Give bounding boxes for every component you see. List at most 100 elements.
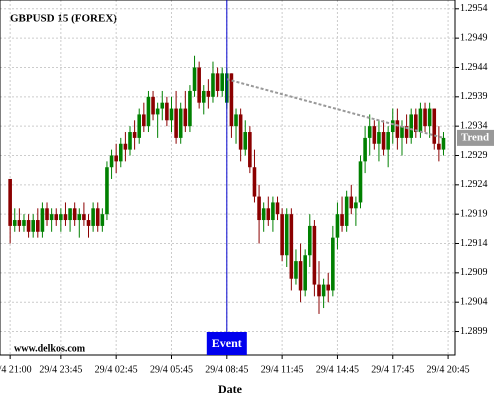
candle-body [68,208,72,221]
candle-body [174,108,178,138]
y-tick-label: 1.2949 [460,32,488,43]
candle-body [59,214,63,221]
candle-body [82,214,86,221]
candle-body [280,214,284,256]
candle-body [201,90,206,103]
candle-body [146,96,151,127]
candle-body [275,202,280,215]
x-tick-label: 29/4 08:45 [205,364,248,375]
x-tick-label: 29/4 14:45 [316,364,359,375]
candle-body [91,208,95,226]
candle-body [395,120,400,138]
candle-body [409,114,414,138]
candle-body [220,73,224,91]
candle-body [377,132,381,144]
candle-body [363,137,367,162]
candle-body [414,114,418,133]
candle-body [63,214,68,221]
candle-body [284,214,289,256]
candle-body [165,102,169,121]
candle-body [160,102,165,109]
candle-body [72,208,77,221]
candle-body [100,214,105,226]
candle-body [26,220,31,232]
candle-body [252,167,257,197]
x-axis-label: Date [218,382,243,396]
y-tick-label: 1.2924 [460,179,488,190]
candle-body [238,114,243,150]
candle-body [17,220,22,226]
candle-body [298,261,303,291]
candle-body [206,90,211,97]
x-tick-label: 29/4 23:45 [39,364,82,375]
event-label: Event [212,336,242,350]
candle-body [151,96,155,115]
candle-body [312,225,317,285]
y-tick-label: 1.2919 [460,208,488,219]
candle-body [22,220,26,226]
candle-body [437,143,441,150]
y-tick-label: 1.2914 [460,238,488,249]
candle-body [340,214,344,226]
y-tick-label: 1.2909 [460,267,488,278]
trend-line [226,78,444,139]
candle-body [266,208,271,221]
candle-body [381,132,386,150]
trend-label-box [457,129,494,146]
y-tick-label: 1.2929 [460,150,488,161]
candle-body [109,155,114,168]
candle-body [197,67,201,103]
candle-body [123,143,128,150]
candle-body [105,167,109,215]
candle-body [128,132,132,150]
y-tick-label: 1.2899 [460,326,488,337]
trend-label: Trend [461,131,489,143]
candle-body [331,237,335,291]
candle-body [169,108,174,121]
candle-body [178,108,183,138]
candle-body [40,208,45,232]
candle-body [142,114,146,127]
candle-body [326,284,331,291]
chart-title: GBPUSD 15 (FOREX) [10,13,117,25]
candle-body [77,214,82,221]
candle-body [137,114,142,138]
candle-body [192,67,197,91]
candle-body [8,178,12,226]
candle-body [31,220,35,232]
candle-body [248,132,252,168]
candle-body [427,108,432,127]
candle-body [45,208,49,221]
candle-body [294,261,298,279]
candle-body [386,132,390,150]
x-tick-label: 29/4 17:45 [371,364,414,375]
candle-body [372,126,377,144]
candle-body [307,225,312,256]
candle-body [271,202,275,221]
y-tick-label: 1.2944 [460,62,488,73]
x-tick-label: 29/4 20:45 [427,364,470,375]
candle-body [423,108,427,127]
y-tick-label: 1.2904 [460,296,488,307]
candle-body [303,255,307,291]
x-tick-label: 29/4 05:45 [150,364,193,375]
candle-body [317,284,321,297]
candle-body [390,120,395,133]
watermark: www.delkos.com [14,343,86,354]
candle-body [54,214,59,221]
candle-body [367,126,372,138]
x-tick-label: 29/4 02:45 [95,364,138,375]
candle-body [132,132,137,138]
candle-body [344,196,349,226]
candle-body [321,284,326,297]
candle-body [441,137,446,150]
candle-body [349,196,354,209]
candle-body [49,214,54,221]
candle-body [234,114,238,127]
candle-body [12,220,17,226]
candle-body [183,108,188,127]
candle-body [95,208,100,226]
y-tick-label: 1.2939 [460,91,488,102]
